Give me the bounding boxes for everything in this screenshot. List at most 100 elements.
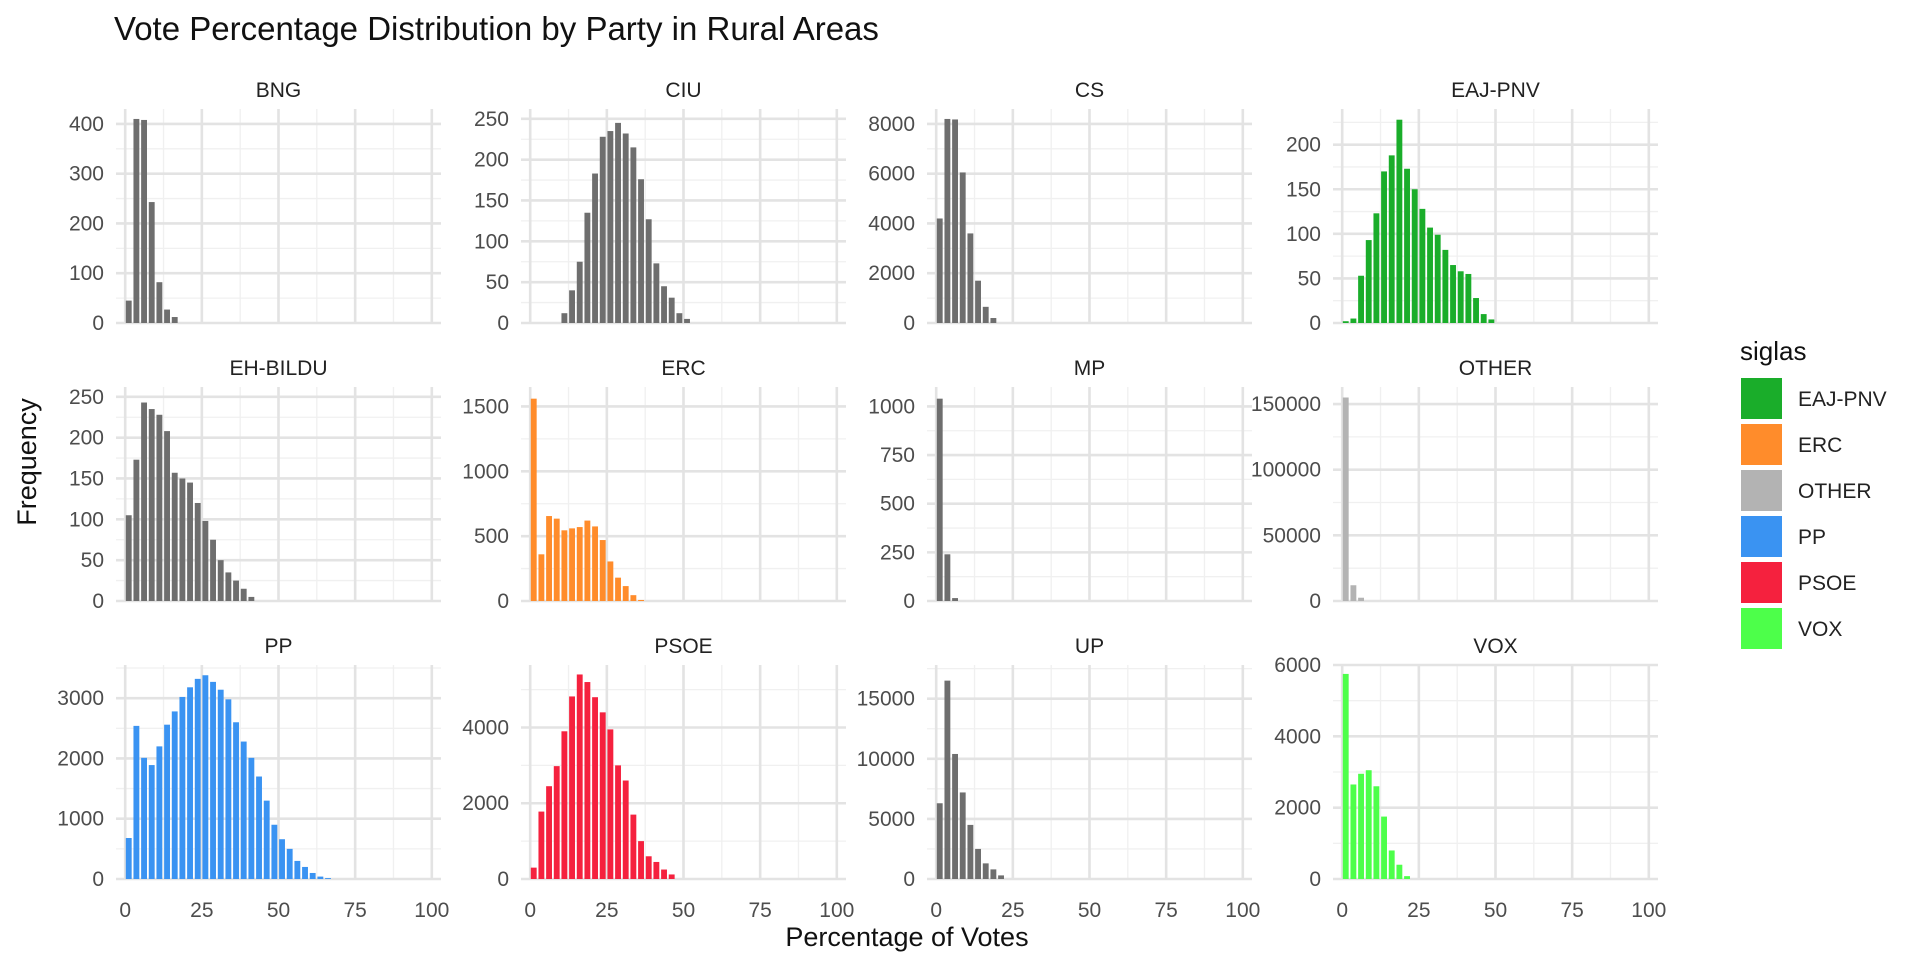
bar-vox-bin-3 xyxy=(1365,770,1372,879)
legend-items: EAJ-PNV ERC OTHER PP PSOE VOX xyxy=(1741,378,1887,649)
bar-pp-bin-19 xyxy=(271,824,278,879)
facet-eh-bildu: EH-BILDU 0 50 100 150 200 250 xyxy=(69,357,441,613)
y-tick-label: 8000 xyxy=(868,113,915,136)
bar-eaj-pnv-bin-4 xyxy=(1373,213,1380,323)
bar-pp-bin-20 xyxy=(279,839,285,879)
legend-item-other: OTHER xyxy=(1741,470,1872,511)
bar-erc-bin-2 xyxy=(546,516,552,601)
bar-eaj-pnv-bin-2 xyxy=(1358,275,1364,323)
bar-eh-bildu-bin-1 xyxy=(133,459,140,601)
y-tick-label: 0 xyxy=(92,868,104,891)
bar-erc-bin-3 xyxy=(553,518,560,601)
bar-eh-bildu-bin-0 xyxy=(125,515,132,601)
y-tick-label: 250 xyxy=(69,386,104,409)
legend-swatch xyxy=(1741,424,1782,465)
legend-swatch xyxy=(1741,608,1782,649)
bar-erc-bin-8 xyxy=(592,526,598,601)
bar-psoe-bin-18 xyxy=(668,874,675,879)
bar-eaj-pnv-bin-8 xyxy=(1404,168,1410,323)
bar-eaj-pnv-bin-6 xyxy=(1388,155,1395,323)
bar-bng-bin-6 xyxy=(171,317,178,323)
bar-erc-bin-4 xyxy=(561,530,568,601)
y-tick-label: 200 xyxy=(69,427,104,450)
bar-psoe-bin-0 xyxy=(530,867,537,879)
x-tick-label: 100 xyxy=(819,899,854,922)
bar-eh-bildu-bin-10 xyxy=(202,520,209,601)
bar-pp-bin-6 xyxy=(171,711,178,879)
y-tick-label: 2000 xyxy=(868,262,915,285)
bar-vox-bin-0 xyxy=(1342,673,1349,879)
bar-psoe-bin-2 xyxy=(546,786,552,879)
bar-psoe-bin-17 xyxy=(661,869,667,879)
y-tick-label: 200 xyxy=(69,212,104,235)
y-tick-label: 200 xyxy=(1286,134,1321,157)
bar-cs-bin-6 xyxy=(982,306,989,323)
bar-eh-bildu-bin-7 xyxy=(179,478,186,601)
bar-pp-bin-3 xyxy=(148,765,155,879)
x-tick-label: 50 xyxy=(267,899,290,922)
bar-eh-bildu-bin-6 xyxy=(171,472,178,601)
y-tick-label: 100 xyxy=(69,508,104,531)
bar-psoe-bin-11 xyxy=(615,765,621,879)
x-tick-label: 100 xyxy=(1631,899,1666,922)
facet-bng: BNG 0 100 200 300 400 xyxy=(69,79,441,335)
bar-psoe-bin-5 xyxy=(569,696,575,879)
y-tick-label: 1000 xyxy=(462,460,509,483)
y-axis-title: Frequency xyxy=(12,398,42,526)
bar-psoe-bin-9 xyxy=(599,712,606,879)
bar-eh-bildu-bin-8 xyxy=(187,482,193,601)
chart-title: Vote Percentage Distribution by Party in… xyxy=(114,10,879,47)
bar-pp-bin-18 xyxy=(263,800,270,879)
bar-psoe-bin-6 xyxy=(576,674,583,879)
bar-eaj-pnv-bin-13 xyxy=(1442,249,1449,323)
y-tick-label: 750 xyxy=(880,444,915,467)
legend-swatch xyxy=(1741,378,1782,419)
facet-other: OTHER 0 50000 100000 150000 xyxy=(1251,357,1658,613)
facet-vox: VOX 0 2000 4000 6000 0 25 50 75 100 xyxy=(1274,635,1666,922)
x-tick-label: 50 xyxy=(1078,899,1101,922)
bar-up-bin-4 xyxy=(967,824,974,879)
facet-pp: PP 0 1000 2000 3000 0 25 50 75 100 xyxy=(57,635,449,922)
bar-psoe-bin-8 xyxy=(592,697,598,879)
bar-bng-bin-2 xyxy=(141,119,147,323)
bar-pp-bin-0 xyxy=(125,838,132,879)
bar-mp-bin-2 xyxy=(952,598,958,601)
bar-mp-bin-0 xyxy=(936,398,943,601)
bar-pp-bin-15 xyxy=(240,741,247,879)
facet-cs: CS 0 2000 4000 6000 8000 xyxy=(868,79,1252,335)
y-tick-label: 6000 xyxy=(868,163,915,186)
bar-eaj-pnv-bin-19 xyxy=(1488,319,1495,323)
bar-erc-bin-12 xyxy=(622,586,629,601)
facet-label-up: UP xyxy=(1075,635,1104,658)
y-tick-label: 150 xyxy=(474,189,509,212)
y-tick-label: 0 xyxy=(497,868,509,891)
legend-item-erc: ERC xyxy=(1741,424,1842,465)
y-tick-label: 0 xyxy=(1309,312,1321,335)
bar-ciu-bin-8 xyxy=(592,173,598,323)
bar-eh-bildu-bin-16 xyxy=(248,596,255,601)
facet-label-vox: VOX xyxy=(1473,635,1517,658)
bar-pp-bin-10 xyxy=(202,675,209,879)
x-tick-label: 50 xyxy=(672,899,695,922)
bar-eh-bildu-bin-2 xyxy=(141,402,147,601)
y-tick-label: 50 xyxy=(81,549,104,572)
bar-pp-bin-4 xyxy=(156,746,163,879)
bar-eaj-pnv-bin-15 xyxy=(1457,271,1464,323)
bar-pp-bin-24 xyxy=(309,872,316,879)
x-axis-title: Percentage of Votes xyxy=(785,922,1028,952)
x-tick-label: 0 xyxy=(119,899,131,922)
facet-label-mp: MP xyxy=(1074,357,1106,380)
x-tick-label: 0 xyxy=(524,899,536,922)
bar-vox-bin-1 xyxy=(1350,784,1357,879)
x-tick-label: 25 xyxy=(190,899,213,922)
bar-vox-bin-2 xyxy=(1358,773,1364,879)
legend-item-eaj-pnv: EAJ-PNV xyxy=(1741,378,1887,419)
bar-eh-bildu-bin-5 xyxy=(164,431,170,601)
bar-erc-bin-7 xyxy=(584,520,591,601)
y-tick-label: 1000 xyxy=(868,395,915,418)
legend-item-vox: VOX xyxy=(1741,608,1842,649)
y-tick-label: 250 xyxy=(880,541,915,564)
bar-eaj-pnv-bin-9 xyxy=(1411,189,1418,323)
bar-eaj-pnv-bin-16 xyxy=(1465,273,1472,323)
facet-label-eh-bildu: EH-BILDU xyxy=(229,357,327,380)
